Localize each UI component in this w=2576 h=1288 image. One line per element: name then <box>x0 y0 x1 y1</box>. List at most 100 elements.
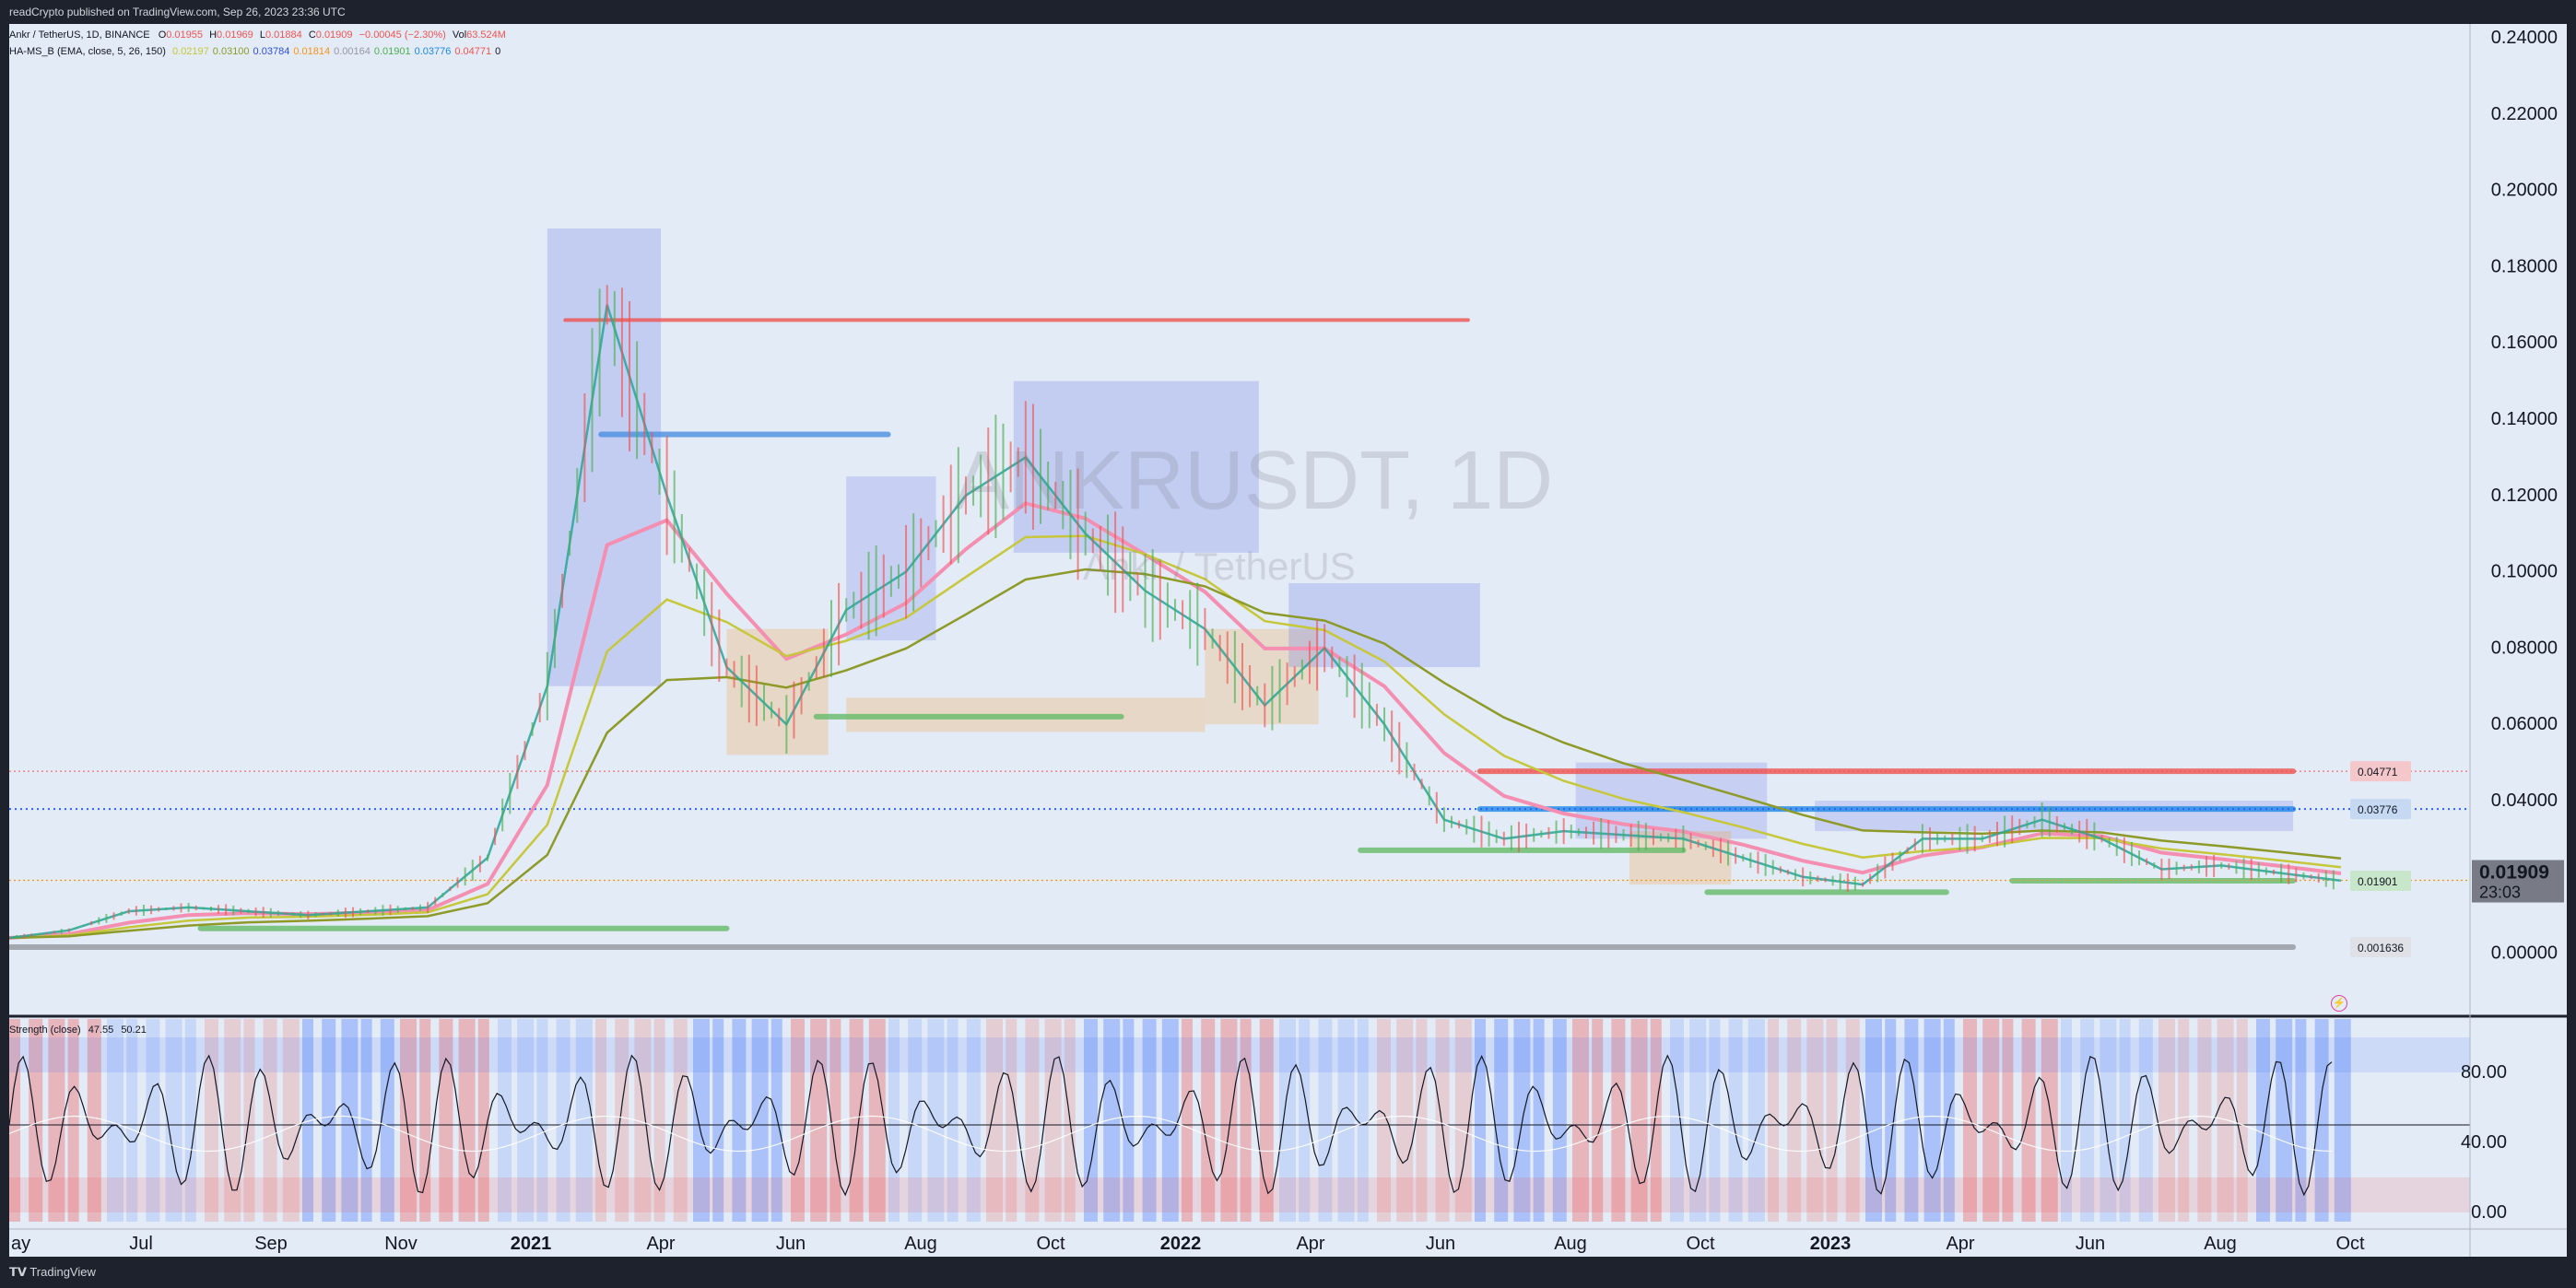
oscillator-line <box>9 1054 2333 1197</box>
price-tick-label: 0.14000 <box>2491 409 2558 429</box>
symbol-title: Ankr / TetherUS, 1D, BINANCE <box>9 29 150 41</box>
oscillator-band <box>536 1019 548 1222</box>
oscillator-band <box>146 1019 160 1222</box>
oscillator-band <box>1279 1019 1296 1222</box>
oscillator-band <box>1454 1019 1472 1222</box>
time-axis[interactable]: ay Jul Sep Nov 2021 Apr Jun Aug Oct 2022 Apr Jun Aug… <box>11 1234 2365 1254</box>
oscillator-band <box>1259 1019 1274 1222</box>
oscillator-band <box>751 1019 769 1222</box>
price-tags: 0.04771 0.03776 0.01901 0.001636 0.0190923:0… <box>2350 761 2564 957</box>
oscillator-band <box>2041 1019 2058 1222</box>
indicator-value: 0.01901 <box>373 46 411 57</box>
low-label: L <box>259 29 265 41</box>
oscillator-band <box>2295 1019 2307 1222</box>
oscillator-band <box>1220 1019 1238 1222</box>
oscillator-band <box>477 1019 489 1222</box>
time-tick-label: Sep <box>254 1234 288 1254</box>
price-series <box>9 285 2342 940</box>
price-tag-box <box>2350 870 2411 891</box>
oscillator-band <box>1709 1019 1721 1222</box>
publish-header: readCrypto published on TradingView.com,… <box>0 0 2576 24</box>
oscillator-band <box>2236 1019 2248 1222</box>
price-tick-label: 0.12000 <box>2491 486 2558 506</box>
oscillator-band <box>1747 1019 1765 1222</box>
oscillator-band <box>1201 1019 1216 1222</box>
open-value: 0.01955 <box>166 29 204 41</box>
oscillator-band <box>2138 1019 2153 1222</box>
time-tick-label: 2022 <box>1160 1234 1202 1254</box>
oscillator-band <box>1377 1019 1391 1222</box>
indicator-name: HA-MS_B (EMA, close, 5, 26, 150) <box>9 46 166 57</box>
oscillator-band <box>1982 1019 2000 1222</box>
oscillator-band <box>1103 1019 1121 1222</box>
oscillator-bands <box>9 1019 2470 1222</box>
time-tick-label: Oct <box>1036 1234 1065 1254</box>
oscillator-band <box>712 1019 724 1222</box>
publish-text: readCrypto published on TradingView.com,… <box>9 6 346 18</box>
oscillator-band <box>2314 1019 2329 1222</box>
oscillator-band <box>282 1019 300 1222</box>
time-tick-label: Aug <box>2204 1234 2237 1254</box>
price-tag-text: 0.04771 <box>2358 766 2398 779</box>
oscillator-band <box>2119 1019 2131 1222</box>
oscillator-band <box>791 1019 805 1222</box>
chart-area[interactable]: 0.24000 0.22000 0.20000 0.18000 0.16000 0.140… <box>9 24 2567 1257</box>
oscillator-tick-label: 0.00 <box>2471 1202 2507 1223</box>
time-tick-label: Nov <box>384 1234 418 1254</box>
oscillator-band <box>1396 1019 1414 1222</box>
chart-svg[interactable]: 0.24000 0.22000 0.20000 0.18000 0.16000 0.140… <box>9 24 2567 1257</box>
oscillator-band <box>634 1019 652 1222</box>
last-price-box <box>2472 860 2564 903</box>
tradingview-logo[interactable]: 𝗧𝗩 <box>9 1265 27 1279</box>
oscillator-band <box>67 1019 79 1222</box>
oscillator-band <box>224 1019 241 1222</box>
time-tick-label: Jun <box>2076 1234 2105 1254</box>
oscillator-band <box>1826 1019 1838 1222</box>
oscillator-tick-label: 80.00 <box>2461 1062 2507 1083</box>
oscillator-band <box>2178 1019 2190 1222</box>
indicator-value: 0.00164 <box>334 46 371 57</box>
oscillator-band <box>1592 1019 1604 1222</box>
oscillator-band <box>205 1019 218 1222</box>
oscillator-band <box>2061 1019 2072 1222</box>
oscillator-band <box>673 1019 688 1222</box>
oscillator-band <box>556 1019 570 1222</box>
oscillator-band <box>1123 1019 1135 1222</box>
time-tick-label: 2021 <box>511 1234 552 1254</box>
oscillator-band <box>48 1019 65 1222</box>
symbol-legend[interactable]: Ankr / TetherUS, 1D, BINANCE O0.01955 H0… <box>9 29 506 41</box>
oscillator-value-1: 47.55 <box>88 1025 114 1036</box>
oscillator-band <box>1787 1019 1802 1222</box>
time-tick-label: 2023 <box>1810 1234 1852 1254</box>
oscillator-band <box>1182 1019 1193 1222</box>
volume-label: Vol <box>452 29 467 41</box>
price-tick-label: 0.18000 <box>2491 256 2558 276</box>
oscillator-band <box>1552 1019 1567 1222</box>
time-tick-label: Jun <box>1426 1234 1455 1254</box>
indicator-value: 0 <box>495 46 501 57</box>
oscillator-band <box>693 1019 710 1222</box>
overbought-zone <box>9 1037 2470 1072</box>
indicator-value: 0.01814 <box>293 46 331 57</box>
time-tick-label: Apr <box>1296 1234 1324 1254</box>
oscillator-band <box>888 1019 900 1222</box>
oscillator-band <box>1161 1019 1179 1222</box>
indicator-legend[interactable]: HA-MS_B (EMA, close, 5, 26, 150) 0.02197… <box>9 46 500 57</box>
price-axis[interactable]: 0.24000 0.22000 0.20000 0.18000 0.16000 0.140… <box>2491 28 2558 964</box>
oscillator-band <box>1435 1019 1450 1222</box>
price-tick-label: 0.16000 <box>2491 333 2558 353</box>
level-lines <box>9 318 2470 950</box>
oscillator-band <box>322 1019 336 1222</box>
oscillator-name: Strength (close) <box>9 1025 81 1036</box>
price-tag-box <box>2350 936 2411 957</box>
indicator-value: 0.03784 <box>253 46 290 57</box>
oscillator-band <box>1768 1019 1779 1222</box>
oscillator-lines <box>9 1054 2333 1197</box>
lightning-icon[interactable]: ⚡ <box>2331 995 2347 1012</box>
oscillator-legend[interactable]: Strength (close) 47.55 50.21 <box>9 1025 147 1036</box>
price-tag-text: 0.01901 <box>2358 875 2398 888</box>
time-tick-label: Apr <box>646 1234 675 1254</box>
oscillator-band <box>87 1019 101 1222</box>
oscillator-band <box>1904 1019 1919 1222</box>
time-tick-label: Jun <box>776 1234 806 1254</box>
